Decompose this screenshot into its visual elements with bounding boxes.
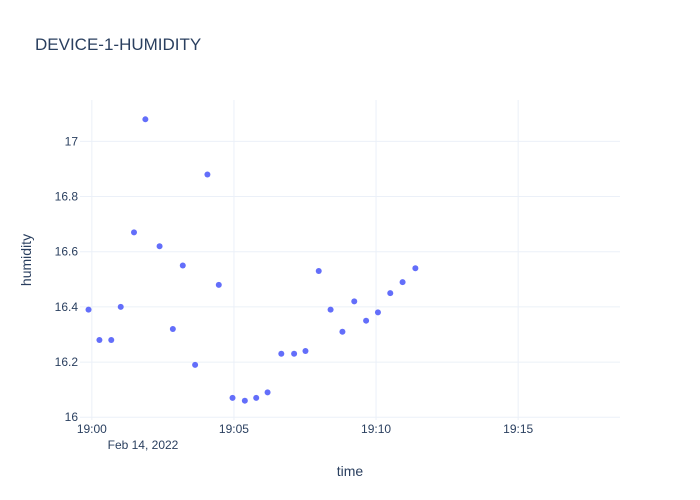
x-axis-ticks: 19:00 19:05 19:10 19:15 (77, 422, 534, 436)
data-point (363, 317, 370, 324)
grid-lines (80, 100, 620, 420)
x-axis-title: time (337, 463, 364, 479)
y-tick-label: 16.2 (55, 355, 79, 369)
data-point (412, 265, 419, 272)
data-point (264, 389, 271, 396)
data-point (204, 171, 211, 178)
y-tick-label: 16 (65, 410, 79, 424)
x-tick-label: 19:05 (219, 422, 249, 436)
data-point (291, 350, 298, 357)
data-point (241, 397, 248, 404)
data-point (215, 281, 222, 288)
y-tick-label: 16.4 (55, 300, 79, 314)
data-point (142, 116, 149, 123)
data-point (108, 337, 115, 343)
data-point (117, 303, 124, 310)
y-axis-title: humidity (18, 234, 34, 286)
x-axis-date-label: Feb 14, 2022 (108, 438, 179, 452)
chart-title: DEVICE-1-HUMIDITY (35, 35, 201, 54)
data-point (253, 394, 260, 401)
y-tick-label: 16.8 (55, 190, 79, 204)
data-point (374, 309, 381, 316)
data-point (302, 348, 309, 355)
data-point (399, 279, 406, 286)
y-tick-label: 16.6 (55, 245, 79, 259)
data-point (131, 229, 137, 236)
data-point (327, 306, 334, 313)
data-points (85, 116, 419, 404)
data-point (351, 298, 358, 305)
data-point (179, 262, 186, 269)
data-point (96, 337, 103, 343)
x-tick-label: 19:00 (77, 422, 107, 436)
x-tick-label: 19:10 (361, 422, 391, 436)
data-point (278, 350, 285, 357)
data-point (339, 328, 346, 335)
data-point (156, 243, 163, 250)
x-tick-label: 19:15 (503, 422, 533, 436)
data-point (387, 290, 394, 297)
data-point (192, 361, 199, 368)
y-axis-ticks: 16 16.2 16.4 16.6 16.8 17 (55, 134, 79, 424)
y-tick-label: 17 (65, 134, 79, 148)
data-point (169, 325, 176, 332)
data-point (229, 394, 236, 401)
data-point (85, 306, 92, 313)
data-point (315, 268, 322, 275)
